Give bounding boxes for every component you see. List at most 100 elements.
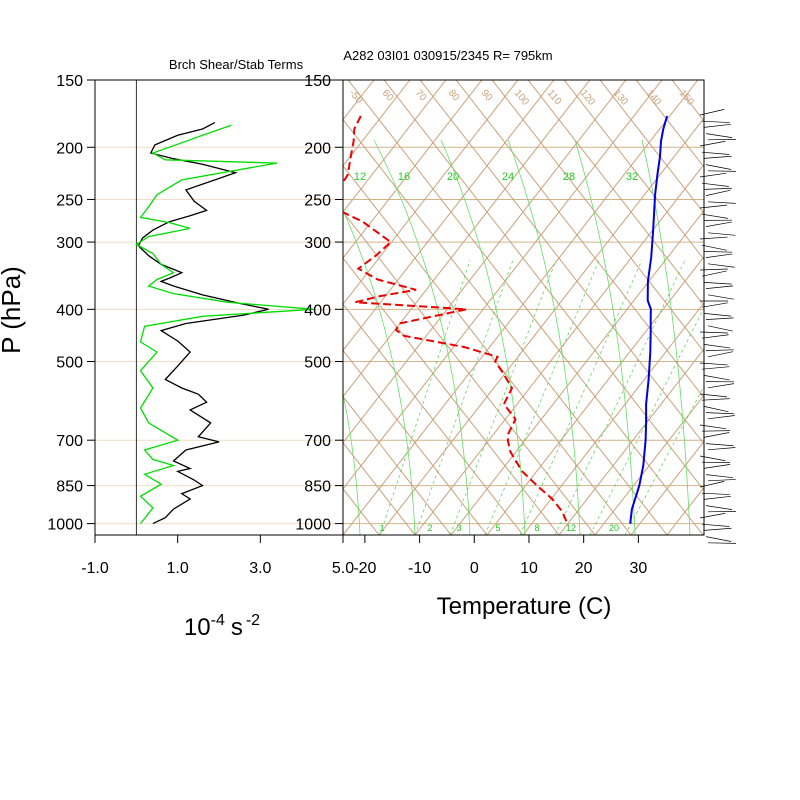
moist-adiabat-line — [373, 139, 471, 535]
skew-line-label: 140 — [644, 88, 663, 108]
wind-barb — [701, 244, 728, 251]
wind-barb — [705, 221, 732, 227]
shear-x-tick-label: 1.0 — [167, 560, 189, 577]
isotherm-line — [343, 80, 663, 490]
wind-barb — [701, 398, 730, 401]
wind-barb — [705, 412, 734, 415]
mixing-ratio-line — [519, 259, 643, 535]
mixing-ratio-label: 5 — [495, 523, 500, 533]
wind-barb — [707, 232, 736, 236]
skewt-y-tick-label: 850 — [304, 479, 331, 496]
isotherm-line — [0, 80, 266, 535]
wind-barb — [705, 317, 734, 320]
shear-y-tick-label: 850 — [56, 479, 83, 496]
skewt-y-tick-label: 1000 — [295, 517, 331, 534]
dry-adiabat-line — [343, 164, 632, 535]
skewt-x-tick-label: -10 — [408, 560, 431, 577]
skewt-y-tick-label: 400 — [304, 302, 331, 319]
wind-barb — [703, 251, 732, 253]
wind-barb — [701, 523, 730, 527]
moist-adiabat-line — [641, 139, 691, 535]
wind-barb — [699, 331, 728, 334]
isotherm-line — [594, 394, 704, 535]
mixing-ratio-label: 8 — [534, 523, 539, 533]
x-unit-exp2: -2 — [246, 612, 260, 629]
wind-barb — [703, 495, 731, 500]
skew-line-label: 150 — [677, 88, 696, 108]
wind-barb — [707, 447, 736, 451]
x-unit-base: 10 — [184, 614, 211, 641]
dry-adiabat-line — [343, 211, 596, 535]
wind-barb — [701, 366, 730, 370]
wind-barb — [705, 536, 732, 542]
moist-adiabat-line — [440, 139, 526, 535]
wind-barb — [707, 294, 734, 300]
isotherm-line — [630, 440, 704, 535]
wind-barb — [701, 213, 729, 219]
wind-barb — [699, 140, 726, 147]
shear-series-line-1 — [135, 124, 315, 525]
isotherm-line — [522, 302, 704, 535]
isotherm-line — [343, 80, 519, 306]
isotherm-line — [702, 532, 704, 535]
wind-barb — [705, 189, 731, 196]
mixing-ratio-label: 12 — [566, 523, 576, 533]
wind-barb — [701, 120, 730, 123]
shear-stability-panel: 150 200 250 300 400 500 700 850 1000 -1.0 1.0 3.0 5… — [0, 57, 354, 641]
wind-barb — [701, 492, 730, 495]
isotherm-line — [414, 163, 704, 535]
moist-adiabat-label: 16 — [398, 171, 410, 183]
wind-barb — [699, 268, 728, 271]
skewt-x-tick-label: -20 — [353, 560, 376, 577]
wind-barb — [707, 351, 734, 358]
wind-barb — [707, 263, 735, 268]
mixing-ratio-label: 3 — [456, 523, 461, 533]
wind-barb — [699, 236, 728, 240]
wind-barb — [703, 406, 729, 413]
skew-line-label: 100 — [512, 88, 531, 108]
wind-barb — [705, 474, 733, 479]
skew-line-label: -50 — [347, 88, 365, 106]
mixing-ratio-line — [554, 259, 686, 535]
wind-barb — [705, 285, 734, 289]
dry-adiabat-line — [343, 303, 524, 535]
mixing-ratio-line — [379, 259, 471, 535]
x-unit-exp1: -4 — [211, 612, 225, 629]
skewt-x-axis-label: Temperature (C) — [437, 593, 612, 620]
dry-adiabat-line — [343, 257, 560, 535]
isotherm-line — [343, 80, 699, 535]
wind-barb — [707, 325, 733, 332]
dry-adiabat-line — [708, 80, 800, 535]
mixing-ratio-label: 1 — [379, 523, 384, 533]
skewt-x-tick-label: 20 — [575, 560, 593, 577]
shear-x-ticks: -1.0 1.0 3.0 5.0 — [81, 535, 354, 577]
wind-barb — [707, 479, 736, 482]
isotherm-line — [378, 117, 704, 535]
shear-y-tick-label: 700 — [56, 433, 83, 450]
moist-adiabat-label: 28 — [563, 171, 575, 183]
skewt-x-ticks: -20 -10 0 10 20 30 — [353, 535, 647, 577]
isotherm-line — [775, 80, 800, 535]
wind-barb — [707, 542, 736, 544]
skewt-x-tick-label: 10 — [520, 560, 538, 577]
dry-adiabat-line — [0, 80, 235, 535]
skewt-y-tick-label: 250 — [304, 192, 331, 209]
shear-x-axis-label: 10-4 s -2 — [184, 612, 260, 641]
wind-barb — [699, 512, 726, 519]
shear-y-tick-label: 300 — [56, 235, 83, 252]
skewt-y-tick-label: 700 — [304, 433, 331, 450]
dry-adiabat-line — [671, 80, 704, 122]
mixing-ratio-line — [414, 259, 514, 535]
wind-barb — [699, 481, 725, 488]
skewt-plot-frame — [342, 79, 705, 536]
wind-barbs — [699, 109, 736, 544]
dry-adiabat-line — [0, 80, 271, 535]
x-unit-s: s — [231, 614, 243, 641]
skewt-series-temperature — [629, 115, 669, 524]
shear-y-tick-label: 200 — [56, 140, 83, 157]
wind-barb — [701, 270, 727, 277]
skewt-series-dewpoint — [343, 115, 569, 524]
mixing-ratio-line — [449, 259, 557, 535]
wind-barb — [701, 334, 729, 339]
skewt-panel-title: A282 03I01 030915/2345 R= 795km — [343, 48, 552, 63]
